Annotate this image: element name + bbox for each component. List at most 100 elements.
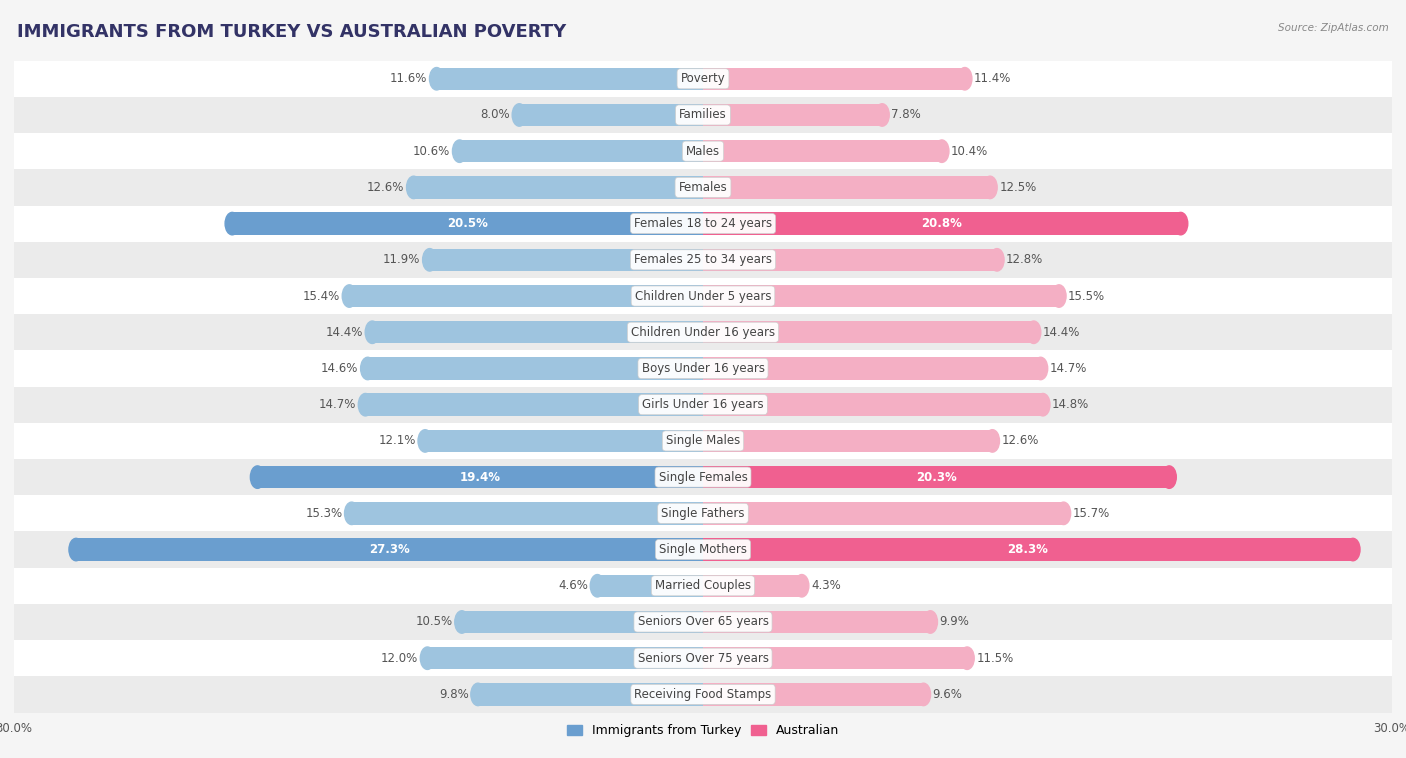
Text: 15.3%: 15.3% (305, 507, 343, 520)
Text: 4.6%: 4.6% (558, 579, 588, 592)
Text: Males: Males (686, 145, 720, 158)
Circle shape (875, 104, 889, 126)
Bar (703, 176, 990, 199)
Bar (349, 285, 703, 307)
Bar (257, 466, 703, 488)
Text: 20.3%: 20.3% (915, 471, 956, 484)
Bar (366, 393, 703, 416)
Bar (703, 321, 1033, 343)
Circle shape (1163, 466, 1177, 488)
Bar (703, 67, 965, 90)
Text: Poverty: Poverty (681, 72, 725, 85)
Text: 14.7%: 14.7% (1050, 362, 1087, 375)
Text: 9.6%: 9.6% (932, 688, 963, 701)
Bar (703, 575, 801, 597)
Text: 12.0%: 12.0% (381, 652, 418, 665)
Circle shape (360, 357, 375, 380)
Bar (14, 568, 1392, 604)
Text: 28.3%: 28.3% (1008, 543, 1049, 556)
Bar (14, 531, 1392, 568)
Text: 7.8%: 7.8% (891, 108, 921, 121)
Text: Children Under 16 years: Children Under 16 years (631, 326, 775, 339)
Circle shape (1346, 538, 1360, 561)
Circle shape (342, 285, 357, 307)
Circle shape (512, 104, 526, 126)
Circle shape (924, 611, 938, 633)
Bar (14, 242, 1392, 278)
Circle shape (406, 176, 420, 199)
Text: 11.4%: 11.4% (974, 72, 1011, 85)
Circle shape (453, 140, 467, 162)
Text: Single Males: Single Males (666, 434, 740, 447)
Circle shape (344, 502, 359, 525)
Bar (703, 466, 1170, 488)
Bar (14, 61, 1392, 97)
Bar (14, 640, 1392, 676)
Bar (703, 357, 1040, 380)
Circle shape (986, 430, 1000, 452)
Text: Seniors Over 65 years: Seniors Over 65 years (637, 615, 769, 628)
Bar (14, 387, 1392, 423)
Text: Single Fathers: Single Fathers (661, 507, 745, 520)
Text: 14.4%: 14.4% (1043, 326, 1080, 339)
Text: Boys Under 16 years: Boys Under 16 years (641, 362, 765, 375)
Text: Single Mothers: Single Mothers (659, 543, 747, 556)
Text: 9.9%: 9.9% (939, 615, 969, 628)
Bar (232, 212, 703, 235)
Circle shape (957, 67, 972, 90)
Bar (14, 459, 1392, 495)
Circle shape (423, 249, 437, 271)
Text: 20.8%: 20.8% (921, 217, 962, 230)
Circle shape (591, 575, 605, 597)
Text: 15.4%: 15.4% (302, 290, 340, 302)
Text: 12.6%: 12.6% (367, 181, 405, 194)
Text: 15.7%: 15.7% (1073, 507, 1109, 520)
Bar (373, 321, 703, 343)
Text: Females: Females (679, 181, 727, 194)
Circle shape (225, 212, 239, 235)
Bar (703, 538, 1353, 561)
Text: 10.6%: 10.6% (413, 145, 450, 158)
Text: 12.6%: 12.6% (1001, 434, 1039, 447)
Text: 19.4%: 19.4% (460, 471, 501, 484)
Circle shape (794, 575, 808, 597)
Bar (478, 683, 703, 706)
Legend: Immigrants from Turkey, Australian: Immigrants from Turkey, Australian (561, 719, 845, 742)
Bar (460, 140, 703, 162)
Text: 11.9%: 11.9% (384, 253, 420, 266)
Text: Source: ZipAtlas.com: Source: ZipAtlas.com (1278, 23, 1389, 33)
Bar (76, 538, 703, 561)
Text: 12.1%: 12.1% (378, 434, 416, 447)
Bar (14, 97, 1392, 133)
Bar (703, 285, 1059, 307)
Bar (430, 249, 703, 271)
Bar (425, 430, 703, 452)
Bar (703, 140, 942, 162)
Bar (14, 205, 1392, 242)
Circle shape (471, 683, 485, 706)
Circle shape (429, 67, 444, 90)
Text: Girls Under 16 years: Girls Under 16 years (643, 398, 763, 411)
Text: 10.5%: 10.5% (416, 615, 453, 628)
Text: Children Under 5 years: Children Under 5 years (634, 290, 772, 302)
Bar (703, 430, 993, 452)
Circle shape (960, 647, 974, 669)
Text: 14.4%: 14.4% (326, 326, 363, 339)
Bar (14, 350, 1392, 387)
Text: 10.4%: 10.4% (950, 145, 988, 158)
Text: 8.0%: 8.0% (481, 108, 510, 121)
Circle shape (1174, 212, 1188, 235)
Circle shape (1056, 502, 1070, 525)
Bar (352, 502, 703, 525)
Text: 14.8%: 14.8% (1052, 398, 1090, 411)
Bar (461, 611, 703, 633)
Bar (703, 683, 924, 706)
Circle shape (420, 647, 434, 669)
Circle shape (1036, 393, 1050, 416)
Circle shape (69, 538, 83, 561)
Bar (703, 249, 997, 271)
Text: 9.8%: 9.8% (439, 688, 468, 701)
Circle shape (990, 249, 1004, 271)
Text: 15.5%: 15.5% (1069, 290, 1105, 302)
Text: IMMIGRANTS FROM TURKEY VS AUSTRALIAN POVERTY: IMMIGRANTS FROM TURKEY VS AUSTRALIAN POV… (17, 23, 567, 41)
